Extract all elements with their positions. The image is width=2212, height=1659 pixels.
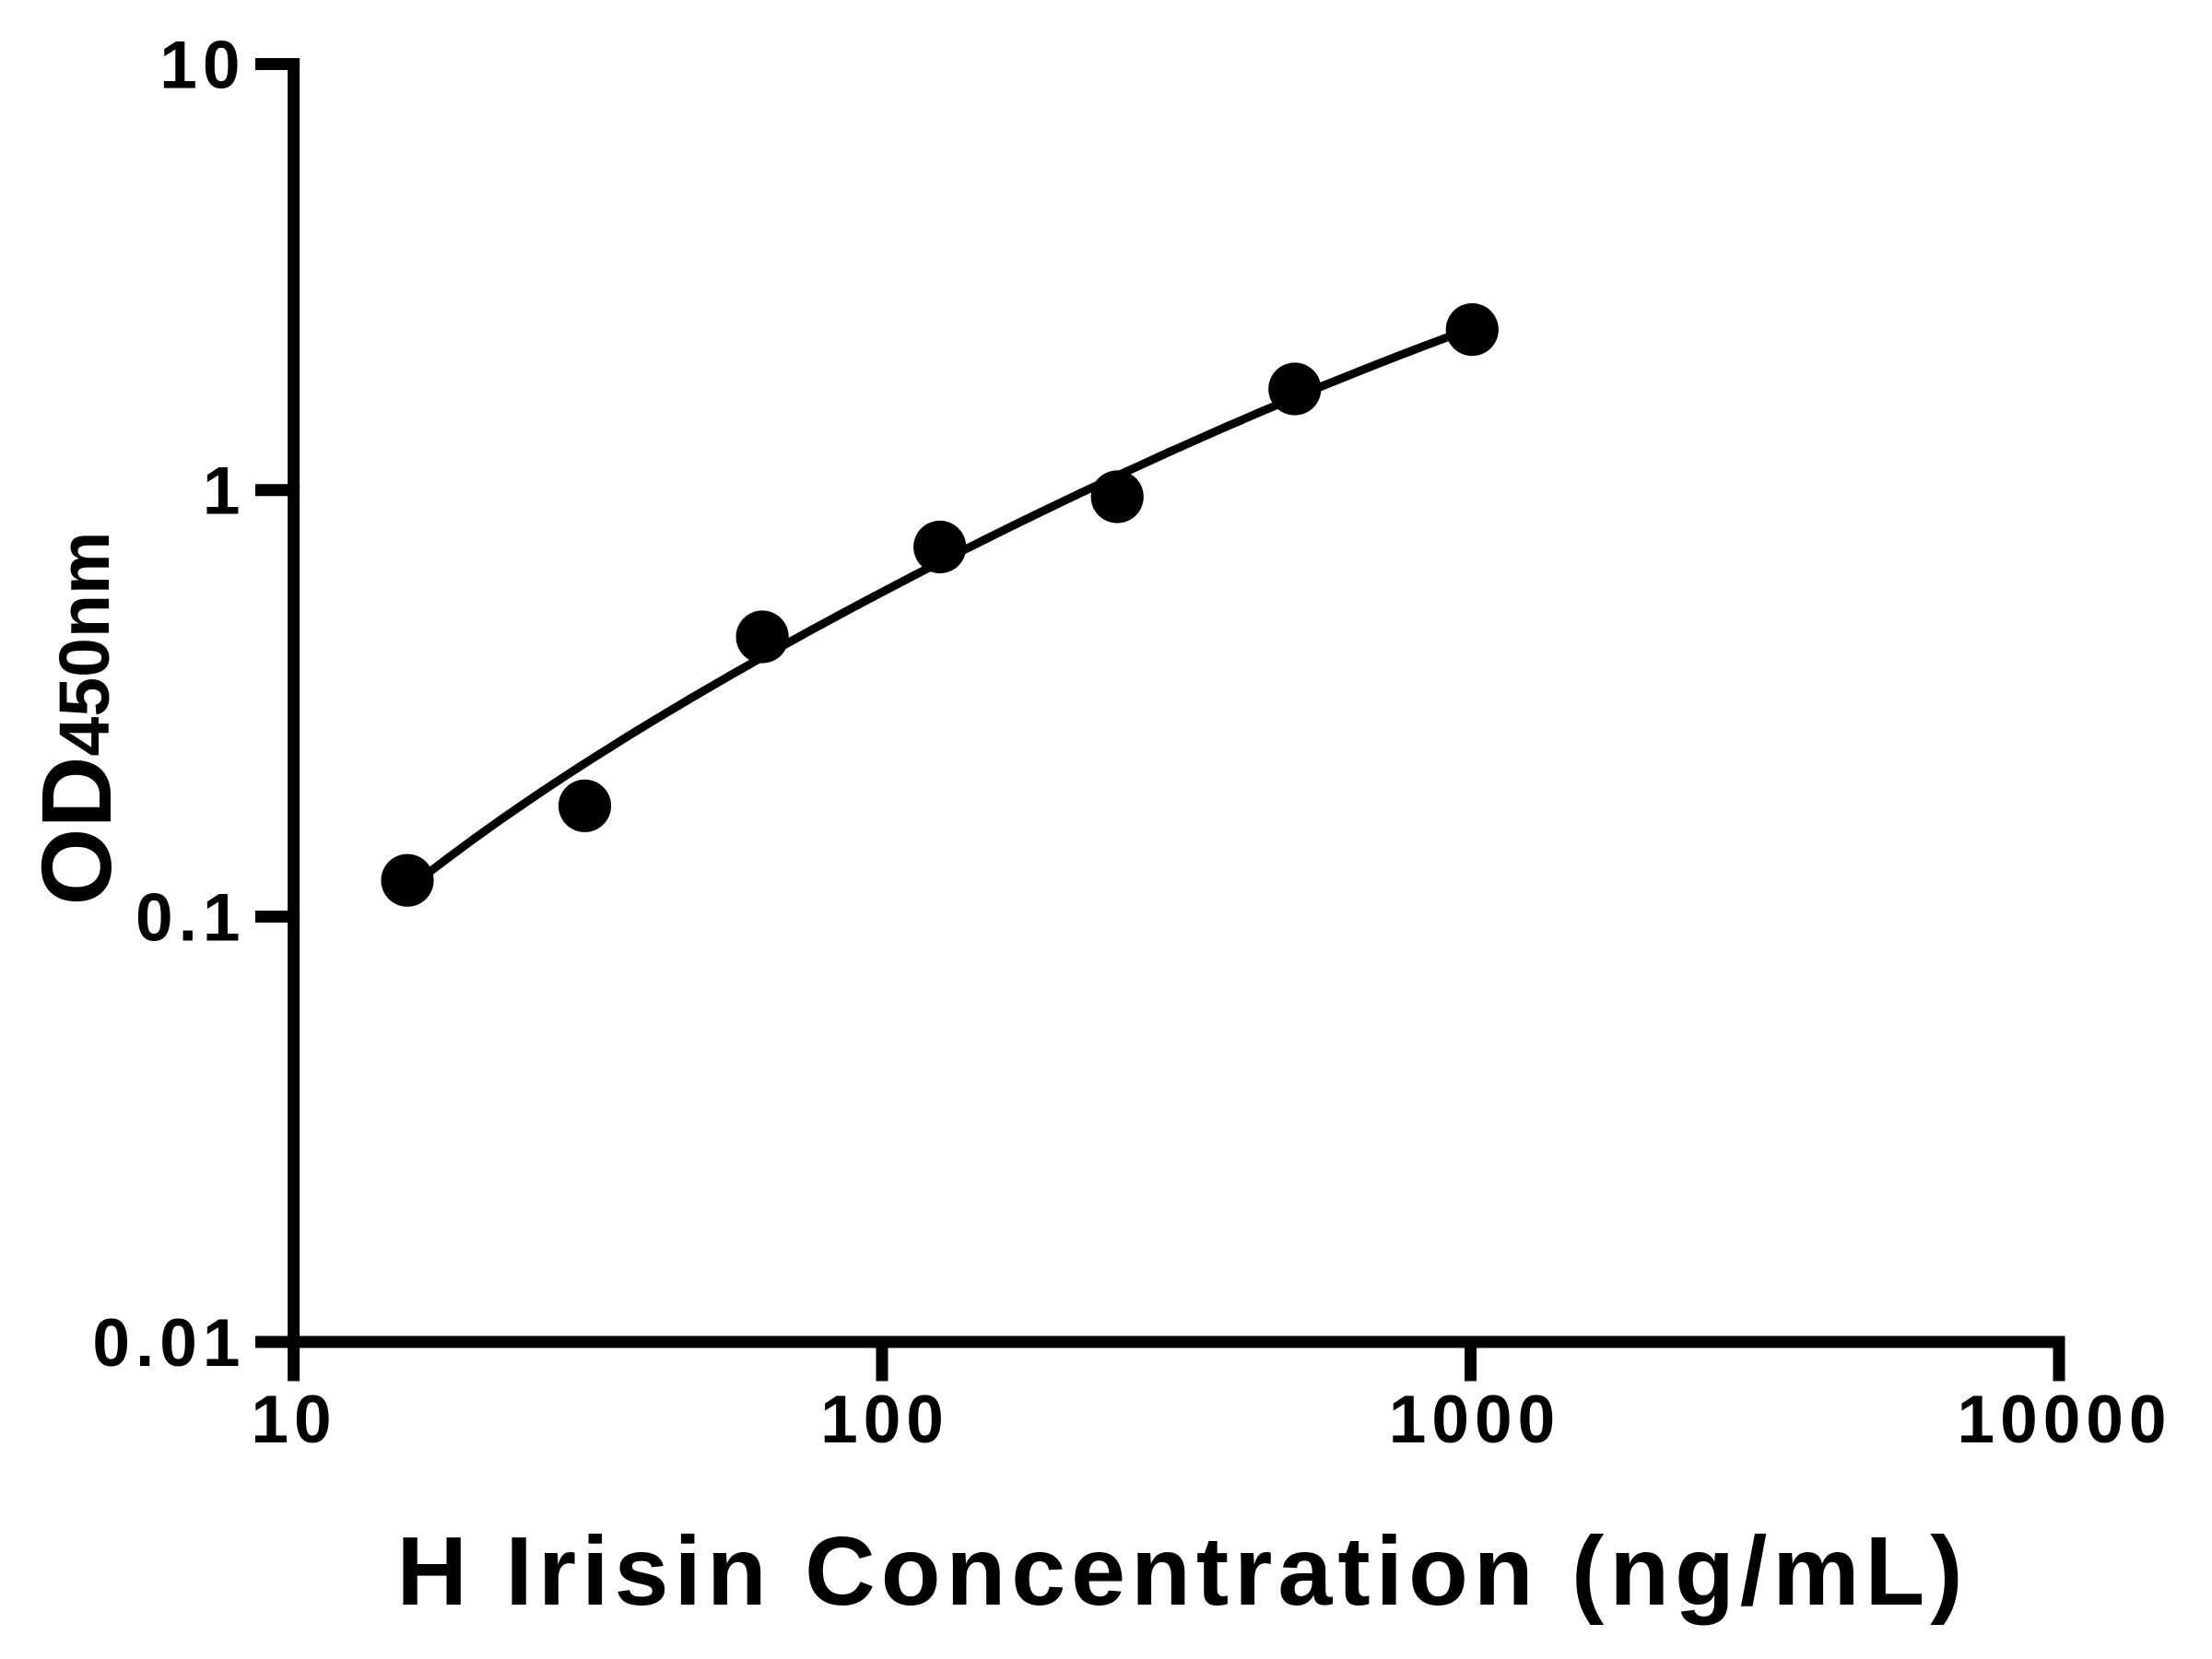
svg-text:10: 10: [251, 1382, 336, 1457]
svg-text:0.01: 0.01: [92, 1306, 245, 1381]
svg-text:1000: 1000: [1389, 1382, 1560, 1457]
svg-text:10000: 10000: [1958, 1382, 2172, 1457]
svg-text:0.1: 0.1: [135, 881, 245, 956]
svg-text:1: 1: [203, 454, 246, 529]
svg-text:10: 10: [159, 29, 245, 103]
svg-text:H Irisin Concentration (ng/mL): H Irisin Concentration (ng/mL): [396, 1517, 1968, 1626]
svg-text:100: 100: [820, 1382, 949, 1457]
